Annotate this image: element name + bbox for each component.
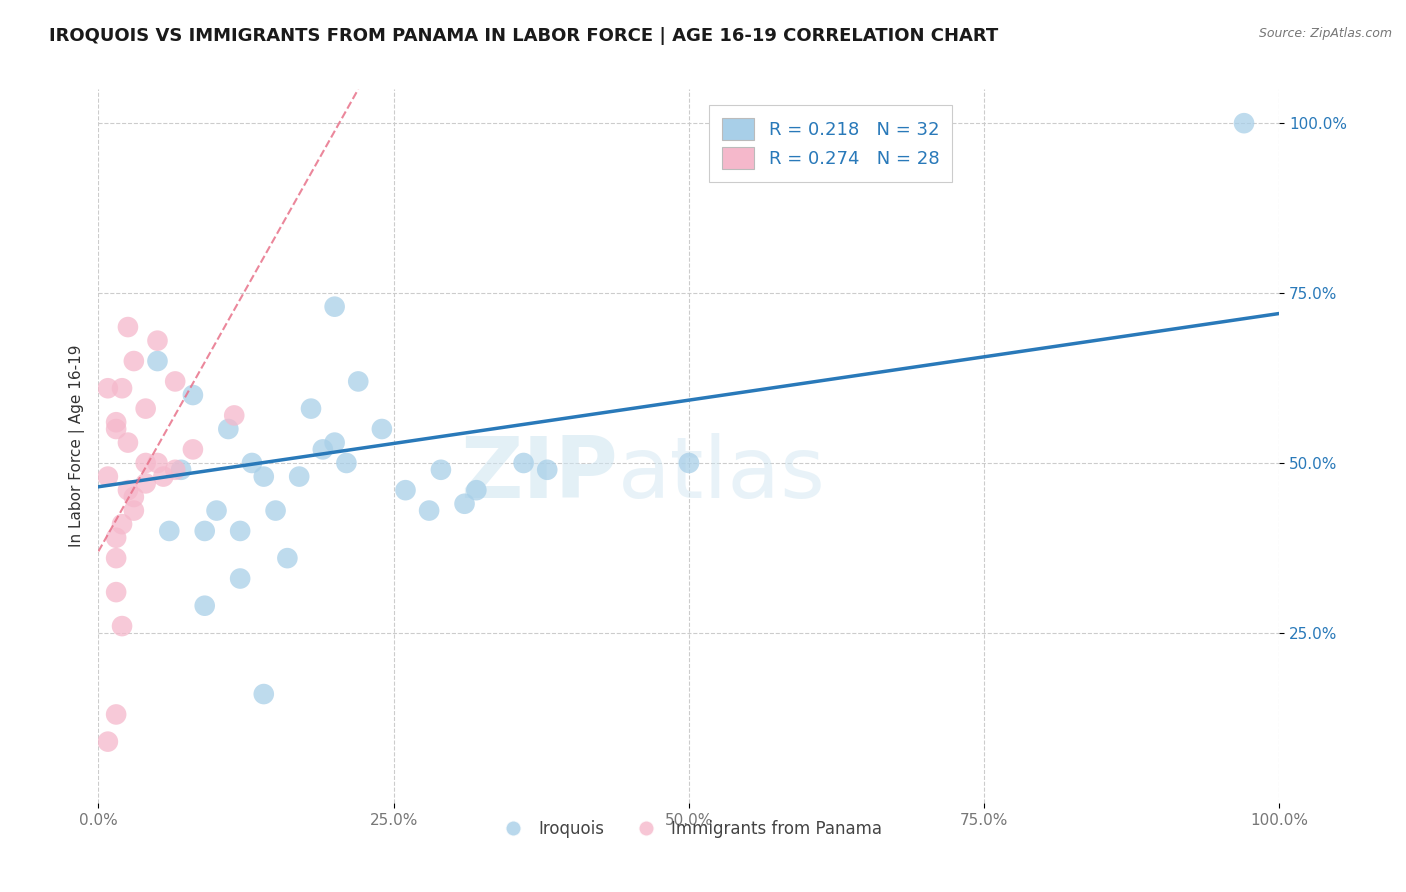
Point	[418, 503, 440, 517]
Point	[146, 334, 169, 348]
Point	[105, 551, 128, 566]
Point	[165, 375, 187, 389]
Point	[117, 483, 139, 498]
Point	[97, 734, 120, 748]
Point	[299, 401, 322, 416]
Point	[152, 469, 174, 483]
Point	[122, 354, 145, 368]
Point	[181, 388, 204, 402]
Point	[97, 381, 120, 395]
Point	[111, 517, 134, 532]
Point	[97, 469, 120, 483]
Point	[335, 456, 357, 470]
Point	[105, 415, 128, 429]
Point	[117, 320, 139, 334]
Point	[105, 531, 128, 545]
Point	[146, 456, 169, 470]
Point	[194, 599, 217, 613]
Point	[347, 375, 370, 389]
Point	[111, 619, 134, 633]
Point	[170, 463, 193, 477]
Point	[122, 503, 145, 517]
Point	[430, 463, 453, 477]
Point	[1233, 116, 1256, 130]
Point	[253, 469, 276, 483]
Point	[240, 456, 263, 470]
Point	[394, 483, 416, 498]
Point	[229, 524, 252, 538]
Point	[181, 442, 204, 457]
Point	[217, 422, 239, 436]
Point	[678, 456, 700, 470]
Point	[146, 354, 169, 368]
Point	[122, 490, 145, 504]
Point	[323, 300, 346, 314]
Text: Source: ZipAtlas.com: Source: ZipAtlas.com	[1258, 27, 1392, 40]
Point	[165, 463, 187, 477]
Point	[105, 422, 128, 436]
Point	[264, 503, 287, 517]
Point	[135, 456, 157, 470]
Point	[157, 524, 180, 538]
Point	[105, 707, 128, 722]
Point	[536, 463, 558, 477]
Point	[371, 422, 394, 436]
Point	[105, 585, 128, 599]
Point	[323, 435, 346, 450]
Point	[253, 687, 276, 701]
Point	[229, 572, 252, 586]
Point	[465, 483, 488, 498]
Point	[135, 476, 157, 491]
Point	[312, 442, 335, 457]
Point	[224, 409, 246, 423]
Text: IROQUOIS VS IMMIGRANTS FROM PANAMA IN LABOR FORCE | AGE 16-19 CORRELATION CHART: IROQUOIS VS IMMIGRANTS FROM PANAMA IN LA…	[49, 27, 998, 45]
Legend: Iroquois, Immigrants from Panama: Iroquois, Immigrants from Panama	[489, 814, 889, 845]
Point	[194, 524, 217, 538]
Point	[205, 503, 228, 517]
Text: ZIP: ZIP	[460, 433, 619, 516]
Point	[288, 469, 311, 483]
Point	[512, 456, 534, 470]
Point	[117, 435, 139, 450]
Point	[276, 551, 298, 566]
Point	[135, 401, 157, 416]
Text: atlas: atlas	[619, 433, 827, 516]
Point	[111, 381, 134, 395]
Y-axis label: In Labor Force | Age 16-19: In Labor Force | Age 16-19	[69, 344, 84, 548]
Point	[453, 497, 475, 511]
